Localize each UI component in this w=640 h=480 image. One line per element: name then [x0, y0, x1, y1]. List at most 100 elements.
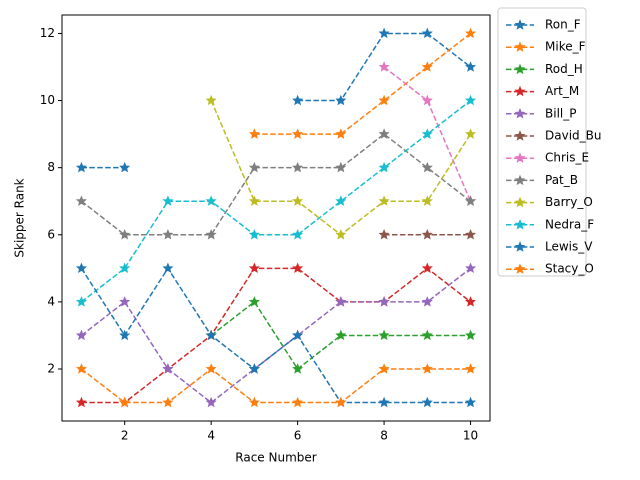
- legend-label: Pat_B: [545, 173, 578, 187]
- series-line: [81, 32, 472, 169]
- legend-marker: [514, 174, 526, 186]
- data-point: [378, 161, 390, 173]
- series-line: [80, 133, 472, 236]
- legend-label: Barry_O: [545, 195, 593, 209]
- y-tick-label: 10: [40, 93, 55, 107]
- data-point: [162, 228, 174, 240]
- data-point: [465, 228, 477, 240]
- data-point: [75, 396, 87, 408]
- data-point: [335, 195, 347, 206]
- data-point: [292, 329, 304, 341]
- data-point: [421, 195, 433, 206]
- legend-marker: [514, 152, 526, 163]
- data-point: [75, 262, 87, 274]
- data-point: [335, 94, 347, 106]
- data-point: [465, 94, 477, 106]
- data-point: [421, 61, 433, 72]
- legend-marker: [514, 85, 526, 97]
- data-point: [421, 363, 433, 374]
- data-point: [75, 161, 87, 173]
- legend-marker: [514, 130, 526, 141]
- data-point: [205, 329, 217, 341]
- legend-label: Rod_H: [545, 62, 583, 76]
- y-tick-label: 6: [47, 227, 55, 241]
- data-point: [465, 363, 477, 374]
- data-point: [465, 61, 477, 72]
- data-point: [75, 195, 87, 206]
- legend-marker: [514, 263, 526, 274]
- data-point: [248, 396, 260, 408]
- data-point: [75, 363, 87, 374]
- data-point: [421, 94, 433, 106]
- data-point: [205, 195, 217, 206]
- data-point: [421, 262, 433, 274]
- data-point: [119, 161, 131, 173]
- legend-box: [497, 7, 587, 277]
- data-point: [378, 61, 390, 72]
- data-point: [292, 128, 304, 139]
- legend-label: David_Bu: [545, 129, 601, 143]
- data-point: [119, 396, 131, 408]
- data-point: [465, 296, 477, 307]
- data-point: [465, 128, 477, 139]
- data-point: [205, 396, 217, 408]
- series-line: [81, 267, 472, 404]
- x-tick-label: 10: [463, 429, 478, 443]
- legend-marker: [514, 19, 526, 30]
- legend-label: Art_M: [545, 84, 579, 98]
- data-point: [335, 329, 347, 341]
- legend-label: Ron_F: [545, 18, 581, 32]
- data-point: [248, 161, 260, 173]
- data-point: [378, 195, 390, 206]
- data-point: [465, 262, 477, 274]
- data-point: [248, 128, 260, 139]
- data-point: [335, 161, 347, 173]
- data-point: [292, 396, 304, 408]
- data-point: [75, 329, 87, 341]
- data-point: [465, 195, 477, 206]
- series-line: [80, 99, 472, 303]
- series-line: [383, 66, 472, 202]
- legend-marker: [514, 241, 526, 252]
- x-tick-label: 4: [207, 429, 215, 443]
- x-tick-label: 6: [294, 429, 302, 443]
- y-tick-label: 8: [47, 160, 55, 174]
- legend-label: Lewis_V: [545, 240, 593, 254]
- data-point: [421, 128, 433, 139]
- data-point: [421, 228, 433, 240]
- data-point: [421, 161, 433, 173]
- data-point: [378, 329, 390, 341]
- plot-frame: [61, 14, 491, 422]
- data-point: [465, 396, 477, 408]
- data-point: [465, 27, 477, 39]
- data-point: [378, 363, 390, 374]
- x-tick-label: 2: [121, 429, 129, 443]
- data-point: [421, 329, 433, 341]
- legend-label: Stacy_O: [545, 262, 594, 276]
- series-line: [80, 266, 471, 404]
- data-point: [378, 396, 390, 408]
- x-axis-label: Race Number: [235, 451, 316, 465]
- series-line: [80, 267, 472, 404]
- legend-label: Mike_F: [545, 40, 586, 54]
- data-point: [335, 128, 347, 139]
- data-point: [162, 195, 174, 206]
- legend-marker: [514, 107, 526, 119]
- y-axis-label: Skipper Rank: [13, 178, 27, 257]
- y-tick-label: 12: [40, 26, 55, 40]
- data-point: [421, 27, 433, 39]
- data-point: [292, 228, 304, 240]
- data-point: [162, 396, 174, 408]
- data-point: [119, 329, 131, 341]
- series-line: [254, 32, 472, 135]
- legend-marker: [514, 63, 526, 75]
- legend-marker: [514, 218, 526, 230]
- data-point: [248, 228, 260, 240]
- legend-marker: [514, 196, 526, 208]
- data-point: [292, 161, 304, 173]
- data-point: [119, 228, 131, 240]
- legend-label: Nedra_F: [545, 217, 594, 231]
- data-point: [248, 363, 260, 374]
- legend-label: Bill_P: [545, 106, 576, 120]
